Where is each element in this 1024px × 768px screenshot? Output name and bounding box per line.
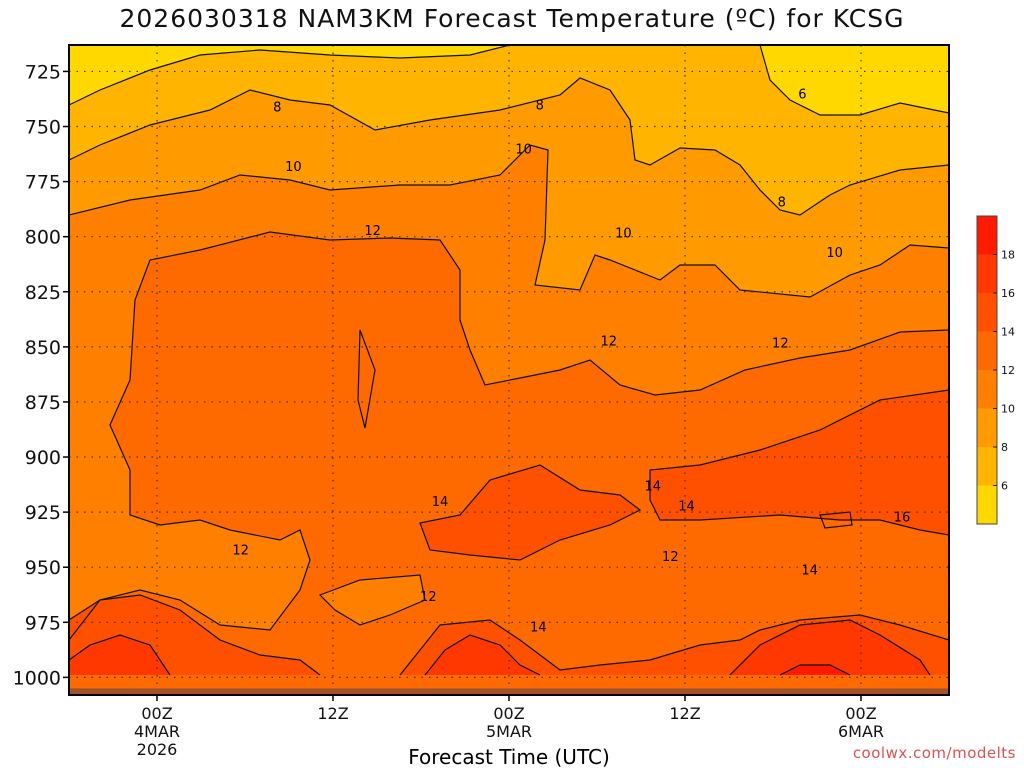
x-tick-label: 4MAR <box>134 722 180 741</box>
colorbar-swatch <box>977 254 997 293</box>
band-16-18-mid <box>420 465 640 560</box>
colorbar-swatch <box>977 370 997 409</box>
credit-link[interactable]: coolwx.com/modelts <box>852 744 1016 762</box>
contour-label: 8 <box>778 195 786 210</box>
colorbar: 6 8 10 12 14 16 18 <box>976 215 1015 525</box>
contour-label: 16 <box>894 511 911 526</box>
y-tick-label: 900 <box>25 447 61 469</box>
y-tick-label: 975 <box>25 612 61 634</box>
y-tick-label: 775 <box>25 172 61 194</box>
colorbar-label: 14 <box>1001 326 1015 339</box>
contour-label: 12 <box>420 590 437 605</box>
y-tick-label: 725 <box>25 61 61 83</box>
contour-label: 10 <box>515 143 532 158</box>
contour-label: 12 <box>364 224 381 239</box>
colorbar-swatch <box>977 293 997 332</box>
band-12-14-patch <box>320 575 425 625</box>
contour-label: 14 <box>801 563 818 578</box>
band-above-18 <box>780 665 850 675</box>
colorbar-label: 6 <box>1001 480 1008 493</box>
band-6-8 <box>69 45 510 105</box>
y-tick-label: 800 <box>25 227 61 249</box>
contour-label: 14 <box>678 500 695 515</box>
colorbar-label: 12 <box>1001 364 1015 377</box>
y-tick-label: 950 <box>25 557 61 579</box>
colorbar-label: 8 <box>1001 441 1008 454</box>
colorbar-label: 10 <box>1001 403 1015 416</box>
x-tick-label: 12Z <box>669 704 700 723</box>
y-tick-label: 825 <box>25 282 61 304</box>
chart-title: 2026030318 NAM3KM Forecast Temperature (… <box>119 4 905 33</box>
y-tick-label: 925 <box>25 502 61 524</box>
contour-label: 10 <box>615 226 632 241</box>
contour-lines <box>69 45 949 676</box>
contour-label: 6 <box>798 87 806 102</box>
colorbar-swatch <box>977 485 997 524</box>
x-tick-label: 00Z <box>493 704 524 723</box>
contour-label: 14 <box>530 621 547 636</box>
y-tick-label: 875 <box>25 392 61 414</box>
x-tick-label: 5MAR <box>486 722 532 741</box>
x-tick-label: 00Z <box>845 704 876 723</box>
contour-label: 10 <box>826 246 843 261</box>
y-axis: 725 750 775 800 825 850 875 900 925 950 975 1000 <box>13 61 69 689</box>
band-16-18-right <box>650 390 949 535</box>
contour-label: 10 <box>285 160 302 175</box>
colorbar-swatch <box>977 216 997 255</box>
band-18-20-right <box>730 620 930 675</box>
colorbar-label: 16 <box>1001 287 1015 300</box>
band-18-20 <box>69 635 170 675</box>
colorbar-label: 18 <box>1001 249 1015 262</box>
y-tick-label: 1000 <box>13 667 61 689</box>
contour-label: 12 <box>772 336 789 351</box>
x-tick-label: 12Z <box>317 704 348 723</box>
ground-surface <box>69 688 949 695</box>
y-tick-label: 750 <box>25 117 61 139</box>
contour-label: 12 <box>662 550 679 565</box>
y-tick-label: 850 <box>25 337 61 359</box>
x-tick-label: 2026 <box>137 740 178 759</box>
contour-label: 12 <box>600 334 617 349</box>
colorbar-swatch <box>977 408 997 447</box>
x-tick-label: 6MAR <box>838 722 884 741</box>
band-low-warm <box>69 595 949 675</box>
contour-label: 12 <box>232 544 249 559</box>
contour-label: 8 <box>536 98 544 113</box>
contour-label: 14 <box>644 480 661 495</box>
contour-label: 8 <box>273 101 281 116</box>
band-8-10 <box>69 45 949 215</box>
x-tick-label: 00Z <box>141 704 172 723</box>
colorbar-swatch <box>977 447 997 486</box>
contour-label: 14 <box>432 495 449 510</box>
x-axis-label: Forecast Time (UTC) <box>408 745 610 768</box>
plot-area: 6 8 8 8 10 10 10 10 12 12 12 12 12 12 14 14 14 14 14 16 <box>69 45 949 695</box>
colorbar-swatch <box>977 331 997 370</box>
band-6-8-right <box>760 45 949 115</box>
contour-labels: 6 8 8 8 10 10 10 10 12 12 12 12 12 12 14 14 14 14 14 16 <box>232 87 911 636</box>
